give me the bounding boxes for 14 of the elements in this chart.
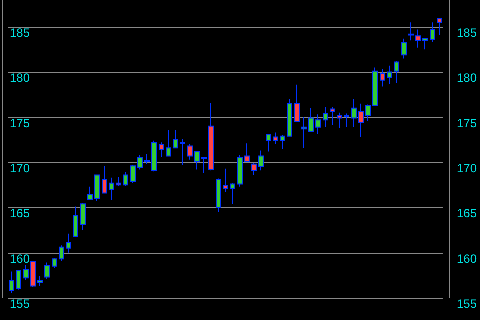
y-tick-label: 170 [10, 162, 30, 176]
y-tick-label: 165 [10, 206, 30, 221]
y-tick-label: 175 [10, 116, 30, 130]
y2-tick-label: 180 [456, 71, 478, 86]
y-tick-label: 155 [10, 297, 30, 311]
y2-tick-label: 160 [456, 252, 478, 266]
y2-tick-label: 165 [456, 206, 478, 221]
y2-tick-label: 155 [456, 297, 478, 311]
y-tick-label: 160 [10, 252, 30, 266]
y2-tick-label: 175 [456, 116, 478, 130]
y2-tick-label: 185 [456, 26, 478, 40]
y-tick-label: 185 [10, 26, 30, 40]
y2-tick-label: 170 [456, 162, 478, 176]
y-tick-label: 180 [10, 71, 30, 86]
